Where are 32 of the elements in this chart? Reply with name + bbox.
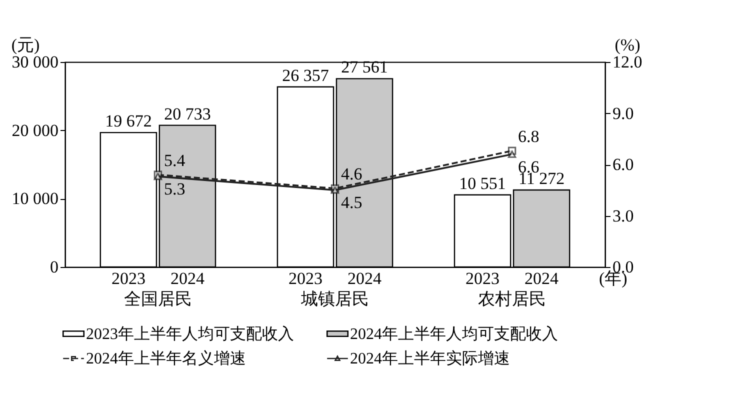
x-tick-label: 城镇居民 <box>300 290 369 308</box>
legend-label: 2024年上半年实际增速 <box>350 350 510 368</box>
legend-label: 2023年上半年人均可支配收入 <box>86 324 294 343</box>
text: 2024 <box>524 269 560 288</box>
y-tick-label: 10 000 <box>12 189 58 208</box>
y2-tick-label: 12.0 <box>612 52 642 72</box>
y2-tick-label: 3.0 <box>612 206 634 226</box>
data-label: 19 672 <box>105 112 152 131</box>
x-tick-label: 农村居民 <box>478 290 546 308</box>
text: 2023 <box>111 269 146 288</box>
data-label: 10 551 <box>459 174 506 193</box>
y2-axis-title: (%) <box>614 36 640 54</box>
text: 2023 <box>288 269 322 288</box>
text: 2023 <box>466 269 500 288</box>
data-label: 6.8 <box>518 126 540 146</box>
data-label: 4.6 <box>341 164 362 184</box>
y2-tick-label: 9.0 <box>612 104 634 123</box>
legend-label: 2024年上半年名义增速 <box>86 350 246 368</box>
y-tick-label: 0 <box>50 258 58 276</box>
data-label: 5.3 <box>164 179 186 198</box>
data-label: 4.5 <box>341 193 362 212</box>
data-label: 20 733 <box>164 104 211 124</box>
x-tick-label: 全国居民 <box>124 290 192 308</box>
y-tick-label: 30 000 <box>12 52 58 72</box>
text: 2024 <box>348 269 382 288</box>
data-label: 26 357 <box>282 66 330 85</box>
y-axis-title: (元) <box>11 36 40 54</box>
y2-tick-label: 6.0 <box>612 155 634 174</box>
y-tick-label: 20 000 <box>12 120 58 140</box>
data-label: 5.4 <box>164 150 186 170</box>
legend-label: 2024年上半年人均可支配收入 <box>350 324 558 343</box>
text: 2024 <box>170 269 205 288</box>
